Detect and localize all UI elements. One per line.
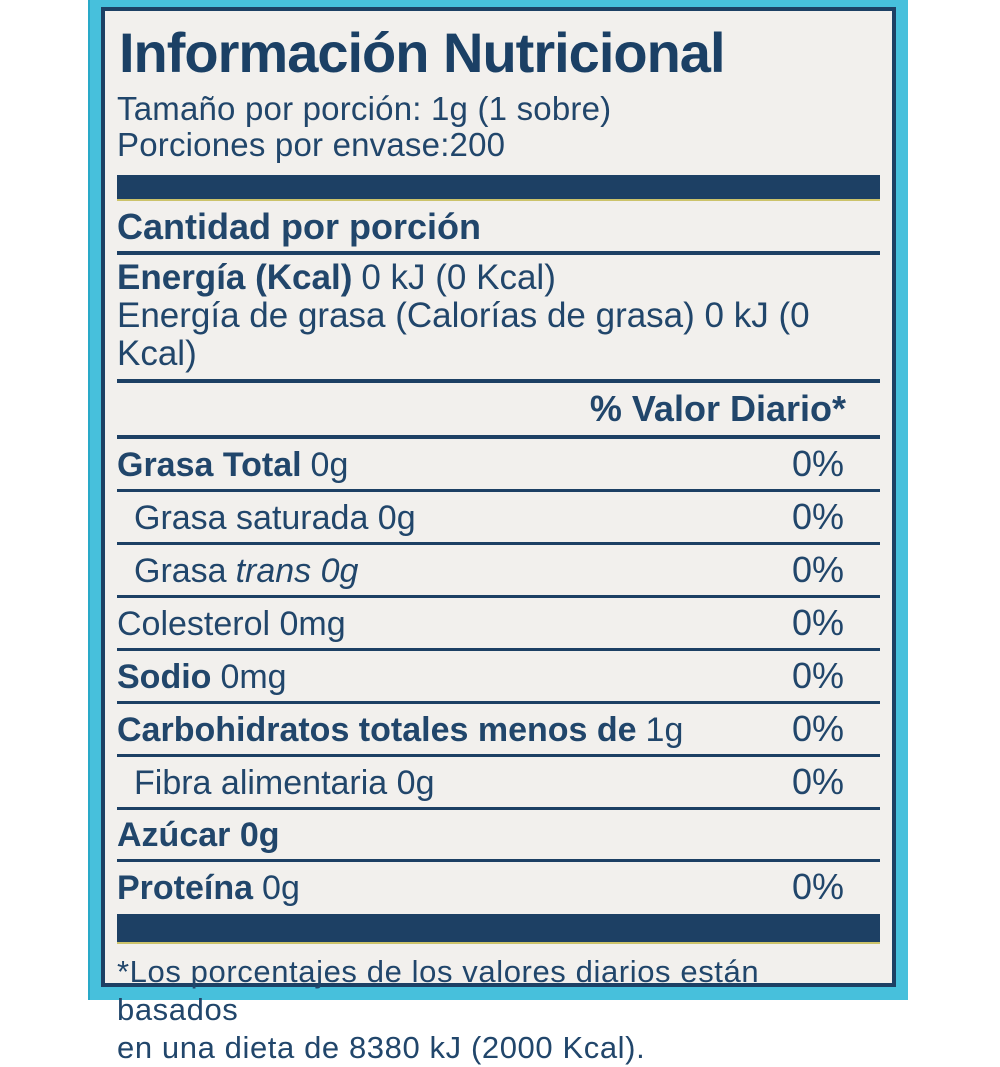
energy-block: Energía (Kcal) 0 kJ (0 Kcal) Energía de g… [117,255,880,383]
daily-value-footnote: *Los porcentajes de los valores diarios … [117,953,880,1067]
energy-value: 0 kJ (0 Kcal) [361,258,556,297]
footnote-line-1: *Los porcentajes de los valores diarios … [117,954,760,1027]
nutrient-name: Sodio [117,658,212,696]
nutrient-daily-value: 0% [791,496,844,537]
nutrient-row-grasa-trans: Grasa trans 0g 0% [117,545,880,598]
nutrient-row-azucar: Azúcar 0g [117,810,880,862]
package-background: Información Nutricional Tamaño por porci… [88,0,908,1065]
nutrient-row-sodio: Sodio 0mg 0% [117,651,880,704]
nutrient-name: Azúcar 0g [117,816,280,854]
energy-label: Energía (Kcal) [117,258,353,297]
nutrient-daily-value: 0% [791,708,844,749]
serving-size-line: Tamaño por porción: 1g (1 sobre) [117,90,612,127]
nutrient-row-fibra: Fibra alimentaria 0g 0% [117,757,880,810]
nutrient-row-colesterol: Colesterol 0mg 0% [117,598,880,651]
energy-from-fat-line: Energía de grasa (Calorías de grasa) 0 k… [117,296,810,373]
nutrition-label: Información Nutricional Tamaño por porci… [101,7,896,1065]
nutrient-daily-value: 0% [791,602,844,643]
nutrient-name: Colesterol 0mg [117,605,346,643]
separator-bar-bottom [117,914,880,944]
servings-per-container-line: Porciones por envase:200 [117,126,506,163]
nutrient-row-grasa-saturada: Grasa saturada 0g 0% [117,492,880,545]
footnote-line-2: en una dieta de 8380 kJ (2000 Kcal). [117,1030,646,1065]
nutrient-row-carbohidratos: Carbohidratos totales menos de 1g 0% [117,704,880,757]
nutrient-row-proteina: Proteína 0g 0% [117,862,880,912]
nutrient-name: Proteína [117,869,254,907]
nutrient-name: Grasa saturada 0g [134,499,416,537]
nutrient-name: Grasa [134,552,227,590]
nutrient-amount: 0g [310,446,349,484]
nutrient-daily-value: 0% [791,549,844,590]
daily-value-heading: % Valor Diario* [117,383,880,439]
nutrient-name-italic: trans 0g [235,552,359,590]
nutrient-daily-value: 0% [791,655,844,696]
label-title: Información Nutricional [119,21,726,84]
nutrient-daily-value: 0% [791,761,844,802]
energy-line: Energía (Kcal) 0 kJ (0 Kcal) [117,259,880,297]
nutrient-daily-value: 0% [791,866,844,907]
nutrient-name: Carbohidratos totales menos de [117,711,637,749]
nutrient-amount: 0mg [220,658,287,696]
amount-per-serving-heading: Cantidad por porción [117,201,880,255]
nutrient-amount: 0g [262,869,300,907]
nutrient-amount: 1g [645,711,684,749]
nutrient-name: Fibra alimentaria 0g [134,764,435,802]
nutrient-row-grasa-total: Grasa Total 0g 0% [117,439,880,492]
separator-bar-top [117,175,880,201]
nutrient-name: Grasa Total [117,446,302,484]
nutrient-daily-value: 0% [791,443,844,484]
